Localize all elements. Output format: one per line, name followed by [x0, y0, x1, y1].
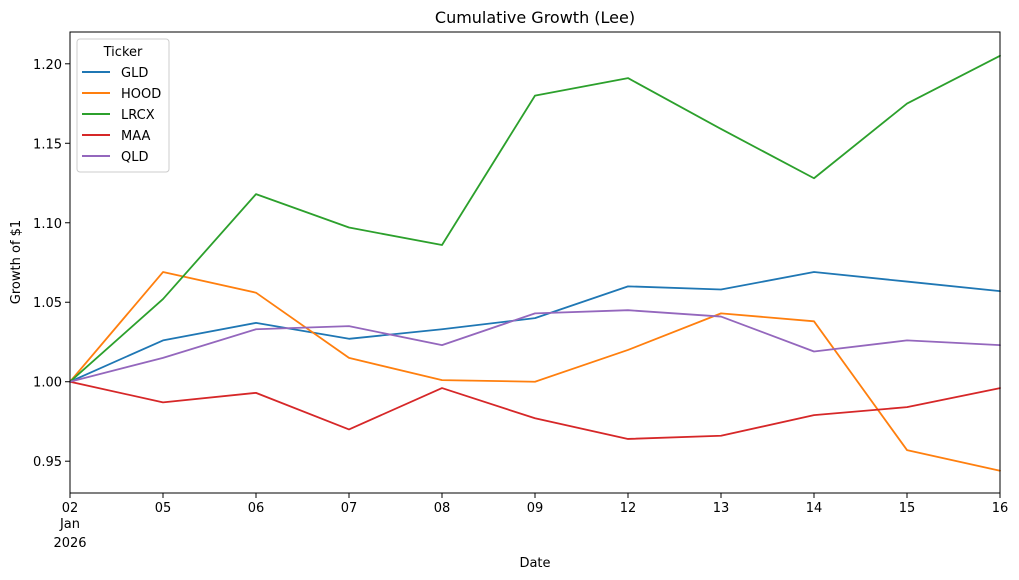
- series-lines: [69, 54, 1001, 472]
- x-tick-label: 16: [992, 501, 1009, 516]
- x-tick-label: 02: [62, 501, 79, 516]
- legend: Ticker GLD HOOD LRCX MAA QLD: [76, 38, 170, 173]
- x-tick-label: 06: [248, 501, 265, 516]
- x-tick-year-label: 2026: [53, 536, 86, 551]
- y-tick-label: 0.95: [33, 455, 62, 470]
- x-tick-label: 12: [620, 501, 637, 516]
- y-tick-label: 1.15: [33, 137, 62, 152]
- series-line-lrcx: [69, 54, 1001, 383]
- y-tick-label: 1.00: [33, 376, 62, 391]
- x-tick-label: 09: [527, 501, 544, 516]
- y-axis-label: Growth of $1: [9, 220, 24, 304]
- x-tick-label: 08: [434, 501, 451, 516]
- y-axis: 0.95 1.00 1.05 1.10 1.15 1.20: [33, 58, 70, 470]
- series-line-gld: [69, 271, 1001, 383]
- x-tick-month-label: Jan: [59, 517, 80, 532]
- y-tick-label: 1.20: [33, 58, 62, 73]
- x-axis-label: Date: [519, 556, 550, 571]
- legend-label-gld: GLD: [121, 66, 148, 81]
- x-tick-label: 15: [899, 501, 916, 516]
- plot-frame: [69, 31, 1001, 494]
- x-tick-label: 07: [341, 501, 358, 516]
- x-tick-label: 05: [155, 501, 172, 516]
- legend-label-hood: HOOD: [121, 87, 161, 102]
- series-line-maa: [69, 380, 1001, 440]
- legend-title: Ticker: [103, 45, 143, 60]
- legend-label-lrcx: LRCX: [121, 108, 155, 123]
- legend-label-maa: MAA: [121, 129, 150, 144]
- x-axis: 02 05 06 07 08 09 12 13 14 15 16 Jan 2026: [53, 493, 1008, 551]
- x-tick-label: 13: [713, 501, 730, 516]
- x-tick-label: 14: [806, 501, 823, 516]
- series-line-hood: [69, 271, 1001, 472]
- chart-title: Cumulative Growth (Lee): [435, 8, 635, 27]
- series-line-qld: [69, 309, 1001, 383]
- y-tick-label: 1.10: [33, 217, 62, 232]
- y-tick-label: 1.05: [33, 296, 62, 311]
- legend-label-qld: QLD: [121, 150, 149, 165]
